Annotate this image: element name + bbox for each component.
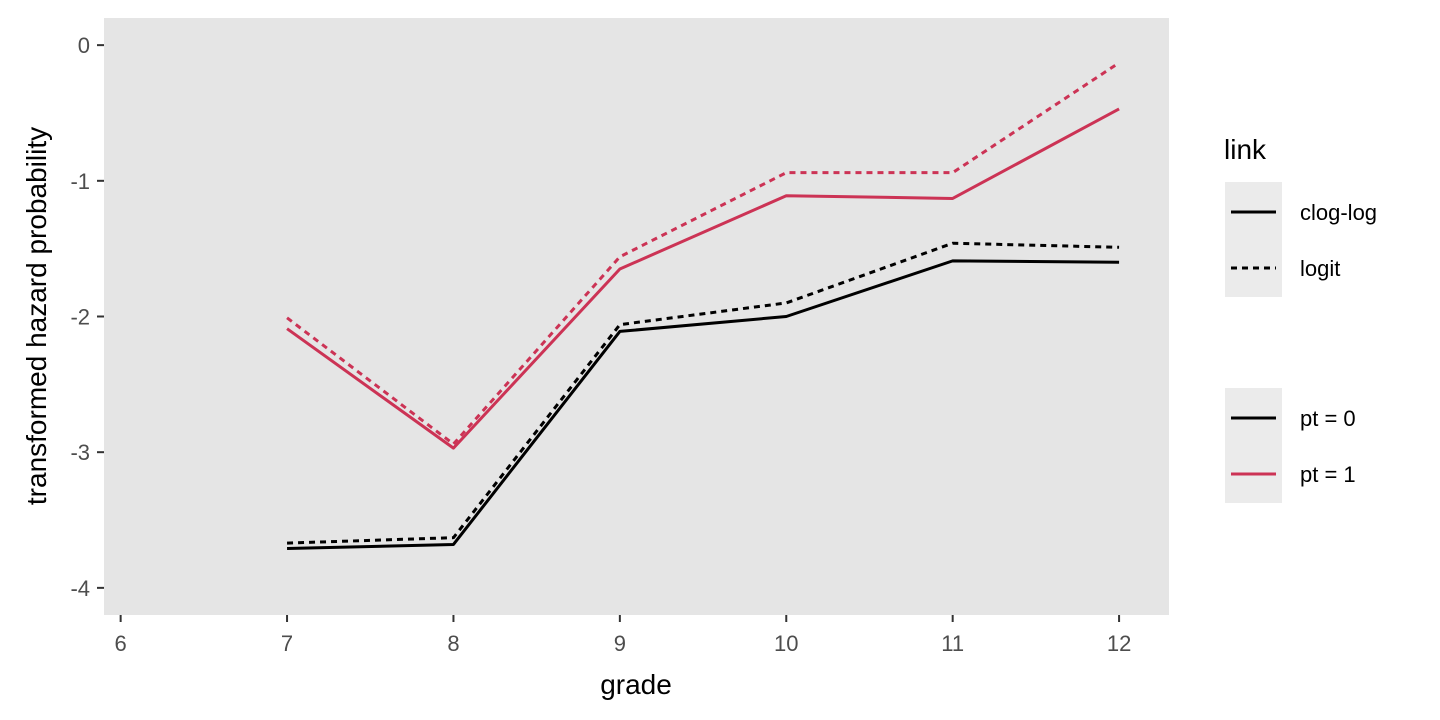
x-tick-label: 10 xyxy=(774,631,798,656)
y-tick-label: -2 xyxy=(70,305,90,330)
x-axis: 6 7 8 9 10 11 12 xyxy=(115,615,1131,656)
legend-link-keys-bg xyxy=(1225,182,1282,297)
x-tick-label: 12 xyxy=(1107,631,1131,656)
x-axis-title: grade xyxy=(600,669,672,700)
x-tick-label: 8 xyxy=(447,631,459,656)
legend-pt-keys-bg xyxy=(1225,388,1282,503)
y-tick-label: -1 xyxy=(70,169,90,194)
x-tick-label: 11 xyxy=(941,631,964,656)
legend-label-pt-0: pt = 0 xyxy=(1300,406,1356,431)
x-tick-label: 7 xyxy=(281,631,293,656)
y-tick-label: -4 xyxy=(70,576,90,601)
y-tick-label: -3 xyxy=(70,440,90,465)
y-tick-label: 0 xyxy=(78,33,90,58)
series-line-pt1-clog-log xyxy=(286,107,1120,450)
legend-pt: pt = 0 pt = 1 xyxy=(1225,388,1356,503)
y-axis: 0 -1 -2 -3 -4 xyxy=(70,33,104,601)
legend-label-logit: logit xyxy=(1300,256,1340,281)
legend-link-title: link xyxy=(1224,134,1267,165)
legend-label-pt-1: pt = 1 xyxy=(1300,462,1356,487)
legend-link: link clog-log logit xyxy=(1224,134,1377,297)
series-line-pt0-logit xyxy=(286,241,1120,545)
y-axis-title: transformed hazard probability xyxy=(21,127,52,505)
series-line-pt0-clog-log xyxy=(287,259,1120,551)
plot-panel xyxy=(104,18,1169,615)
series-line-pt1-logit xyxy=(286,61,1120,446)
x-tick-label: 9 xyxy=(614,631,626,656)
series-lines xyxy=(286,61,1120,551)
legend-label-clog-log: clog-log xyxy=(1300,200,1377,225)
x-tick-label: 6 xyxy=(115,631,127,656)
